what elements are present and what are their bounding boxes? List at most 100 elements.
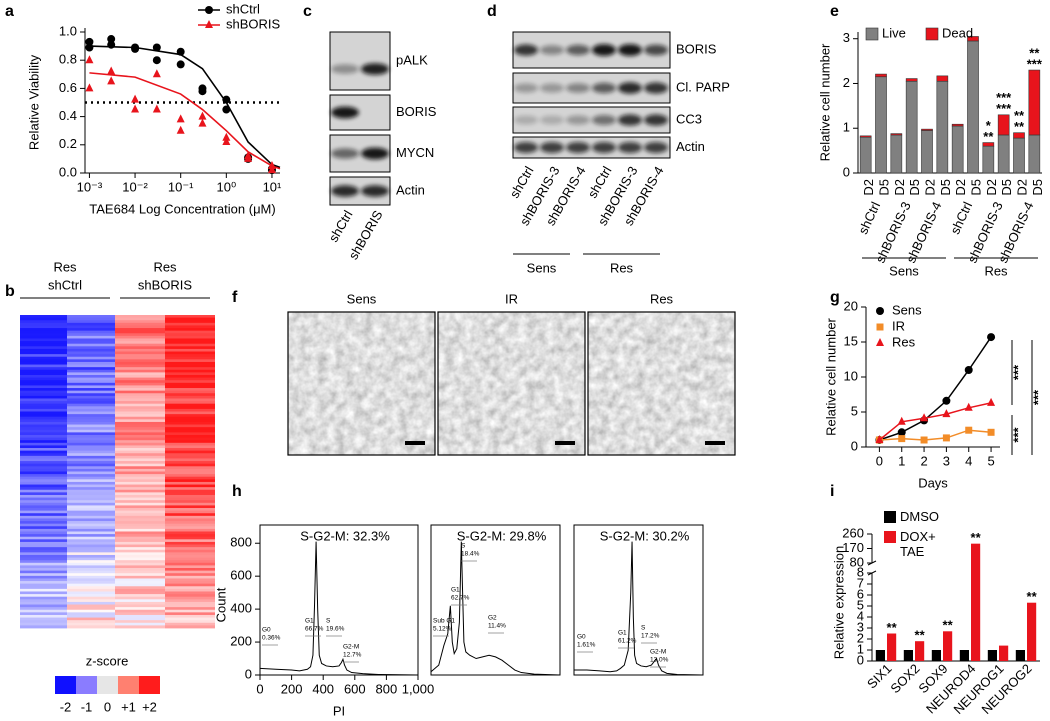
- heatmap-cell: [115, 565, 165, 569]
- heatmap-cell: [67, 338, 115, 342]
- heatmap-cell: [165, 411, 215, 415]
- bar: [1015, 650, 1025, 661]
- heatmap-cell: [115, 557, 165, 561]
- heatmap-cell: [20, 484, 67, 488]
- heatmap-cell: [115, 521, 165, 525]
- marker: [131, 94, 140, 103]
- heatmap-cell: [67, 432, 115, 436]
- heatmap-cell: [20, 568, 67, 572]
- bar: [982, 145, 995, 174]
- heatmap-cell: [67, 474, 115, 478]
- bar: [1028, 134, 1041, 174]
- heatmap-cell: [165, 395, 215, 399]
- heatmap-cell: [67, 395, 115, 399]
- heatmap-cell: [165, 369, 215, 373]
- heatmap-cell: [67, 356, 115, 360]
- heatmap-cell: [20, 367, 67, 371]
- significance: **: [943, 618, 954, 633]
- heatmap-cell: [20, 573, 67, 577]
- heatmap-cell: [20, 442, 67, 446]
- marker: [85, 43, 94, 52]
- bar: [999, 645, 1009, 661]
- heatmap-cell: [20, 343, 67, 347]
- micrograph: [437, 311, 586, 456]
- bar: [1013, 132, 1025, 139]
- heatmap-cell: [165, 544, 215, 548]
- heatmap-cell: [165, 403, 215, 407]
- heatmap-cell: [67, 625, 115, 629]
- heatmap-cell: [20, 333, 67, 337]
- axis-break: [867, 560, 877, 566]
- heatmap-cell: [20, 614, 67, 618]
- significance: ***: [1010, 426, 1025, 442]
- x-tick-label: D2: [1014, 179, 1029, 196]
- heatmap-cell: [67, 359, 115, 363]
- blot: [512, 31, 671, 69]
- marker: [920, 413, 929, 422]
- x-tick-label: D5: [1030, 179, 1045, 196]
- legend-marker: [876, 338, 884, 346]
- heatmap-cell: [67, 594, 115, 598]
- heatmap-cell: [165, 328, 215, 332]
- heatmap-cell: [67, 320, 115, 324]
- y-tick-label: 2: [857, 630, 864, 645]
- heatmap-cell: [165, 594, 215, 598]
- heatmap-cell: [115, 505, 165, 509]
- heatmap-cell: [115, 471, 165, 475]
- heatmap-cell: [165, 325, 215, 329]
- marker: [176, 47, 185, 56]
- heatmap-cell: [115, 581, 165, 585]
- heatmap-cell: [20, 536, 67, 540]
- heatmap-cell: [67, 526, 115, 530]
- heatmap-cell: [115, 578, 165, 582]
- bar: [905, 80, 918, 174]
- heatmap-cell: [67, 565, 115, 569]
- lane-label: shCtrl: [326, 208, 356, 245]
- heatmap-cell: [20, 494, 67, 498]
- heatmap-cell: [67, 419, 115, 423]
- heatmap-cell: [67, 463, 115, 467]
- heatmap-cell: [20, 541, 67, 545]
- heatmap-cell: [165, 466, 215, 470]
- heatmap-cell: [67, 369, 115, 373]
- bar: [997, 134, 1010, 174]
- y-tick-label: 6: [857, 586, 864, 601]
- heatmap-cell: [20, 515, 67, 519]
- heatmap-cell: [115, 601, 165, 605]
- heatmap-cell: [20, 471, 67, 475]
- heatmap-cell: [20, 578, 67, 582]
- significance: **: [887, 620, 898, 635]
- x-tick-label: 1: [898, 453, 905, 468]
- heatmap-cell: [20, 510, 67, 514]
- bar: [936, 75, 949, 82]
- blot-band: [618, 114, 642, 126]
- gate-label: 1.61%: [577, 642, 596, 649]
- heatmap-cell: [165, 596, 215, 600]
- bar: [1028, 69, 1041, 136]
- heatmap-cell: [165, 351, 215, 355]
- y-tick-label: 400: [230, 601, 252, 616]
- y-tick-label: 7: [857, 575, 864, 590]
- heatmap-cell: [67, 541, 115, 545]
- heatmap-cell: [115, 414, 165, 418]
- heatmap-cell: [115, 393, 165, 397]
- heatmap-cell: [165, 620, 215, 624]
- blot-band: [618, 142, 642, 153]
- heatmap-cell: [165, 401, 215, 405]
- marker: [222, 136, 231, 145]
- heatmap-cell: [165, 575, 215, 579]
- heatmap-cell: [20, 382, 67, 386]
- heatmap-cell: [67, 427, 115, 431]
- line: [879, 429, 992, 441]
- heatmap-cell: [67, 335, 115, 339]
- heatmap-cell: [165, 333, 215, 337]
- heatmap-cell: [67, 568, 115, 572]
- heatmap-cell: [20, 403, 67, 407]
- heatmap-cell: [165, 416, 215, 420]
- micrograph: [587, 311, 736, 456]
- heatmap-cell: [67, 586, 115, 590]
- blot-band: [540, 115, 564, 125]
- legend-box: DOX+ TAE: [900, 529, 936, 559]
- heatmap-cell: [67, 398, 115, 402]
- heatmap-cell: [67, 484, 115, 488]
